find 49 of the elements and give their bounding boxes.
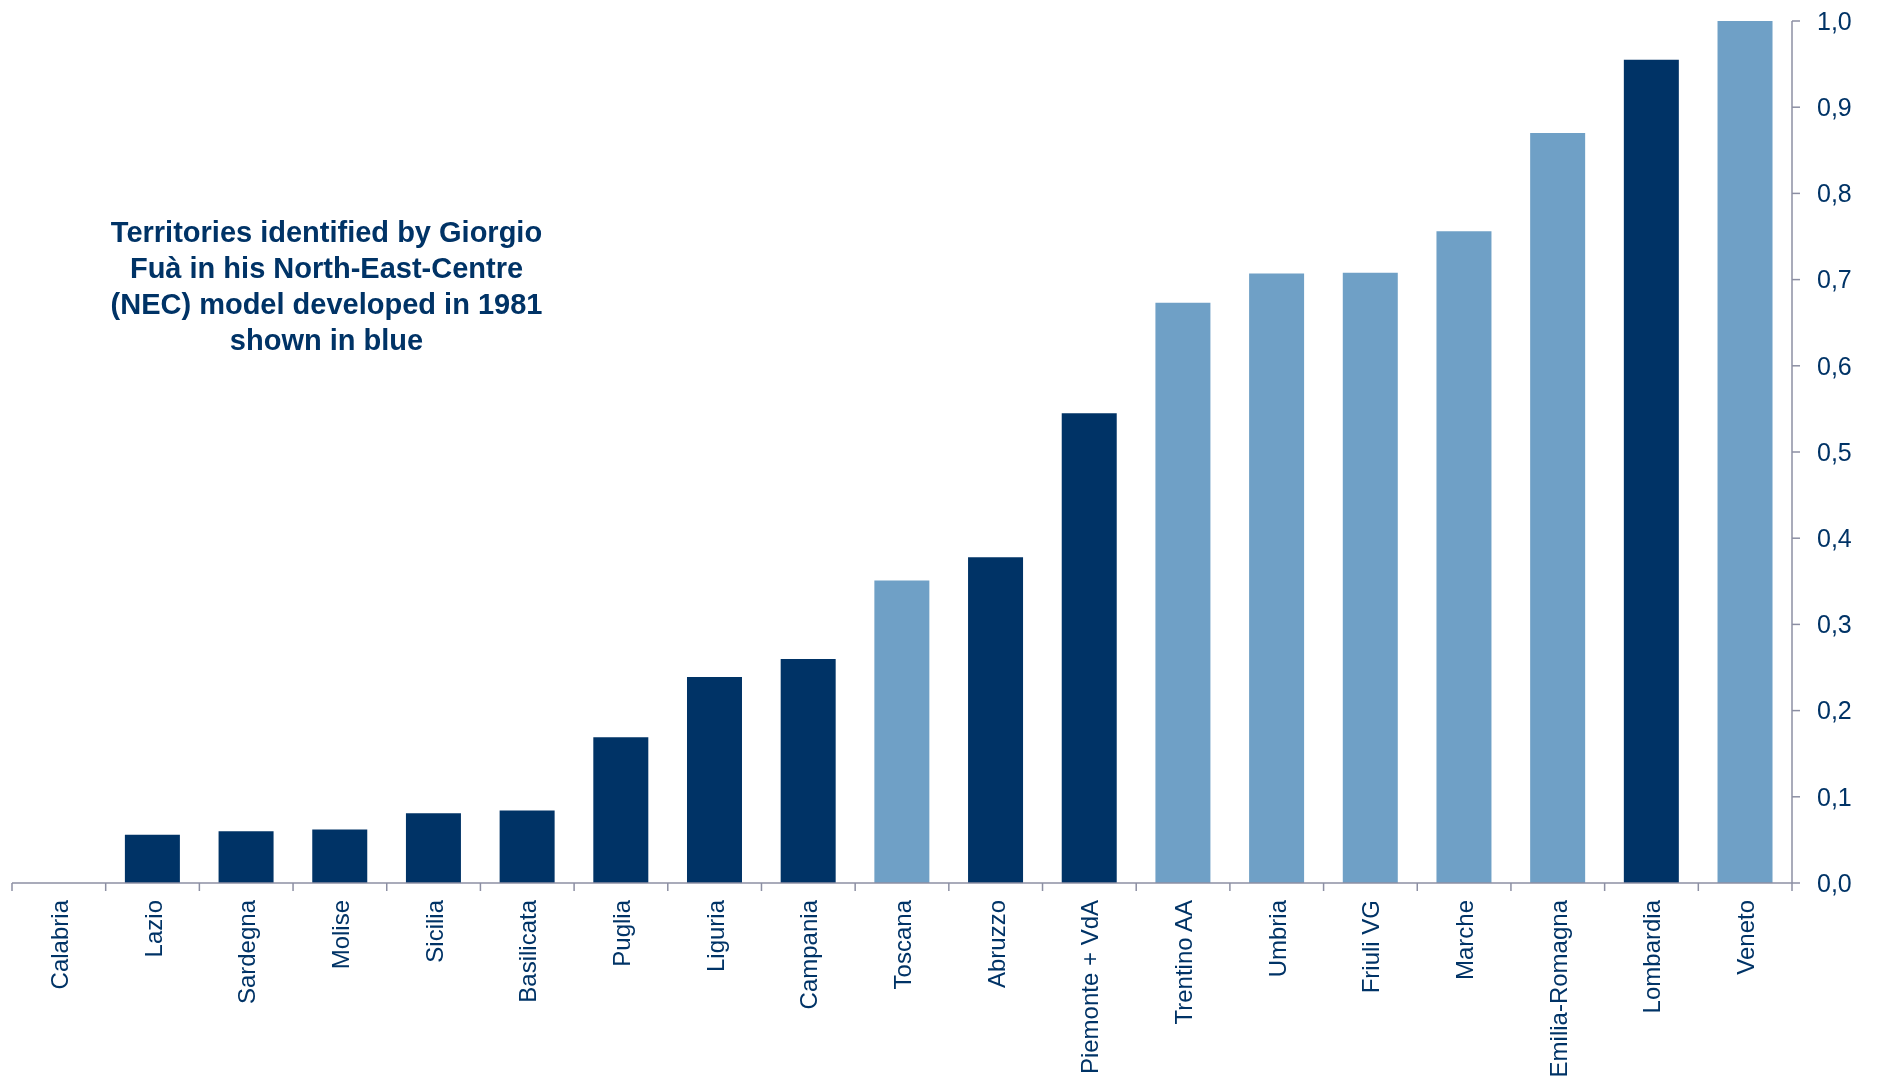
x-tick-label: Molise — [326, 900, 354, 970]
y-tick-label: 0,0 — [1817, 868, 1852, 897]
y-tick-label: 0,6 — [1817, 351, 1852, 380]
x-tick-label: Emilia-Romagna — [1544, 899, 1572, 1078]
x-tick-label: Calabria — [45, 899, 73, 990]
bar — [499, 810, 555, 883]
bar — [874, 580, 930, 883]
y-tick-label: 0,9 — [1817, 93, 1852, 122]
bar — [968, 557, 1024, 883]
y-tick-label: 1,0 — [1817, 6, 1852, 35]
y-tick-label: 0,8 — [1817, 179, 1852, 208]
bar — [1342, 272, 1398, 883]
x-tick-label: Puglia — [607, 899, 635, 967]
bar — [312, 829, 368, 883]
x-tick-label: Marche — [1450, 900, 1478, 981]
bar — [218, 831, 274, 883]
bar — [593, 737, 649, 883]
x-tick-label: Liguria — [701, 899, 729, 973]
bar — [686, 676, 742, 883]
x-tick-label: Piemonte + VdA — [1075, 900, 1103, 1075]
y-tick-label: 0,5 — [1817, 437, 1852, 466]
x-tick-label: Abruzzo — [982, 900, 1010, 989]
bar — [1249, 273, 1305, 883]
bar — [1061, 413, 1117, 883]
y-tick-label: 0,4 — [1817, 524, 1852, 553]
x-tick-label: Trentino AA — [1169, 900, 1197, 1025]
bar — [1155, 302, 1211, 883]
x-tick-label: Lombardia — [1637, 899, 1665, 1014]
x-tick-label: Veneto — [1731, 900, 1759, 975]
x-tick-label: Umbria — [1263, 899, 1291, 978]
annotation: Territories identified by Giorgio Fuà in his North-East-Centre (NEC) model developed in 1981 shown in blue — [109, 215, 544, 358]
x-tick-label: Toscana — [888, 899, 916, 990]
bar — [780, 658, 836, 883]
bar — [405, 813, 461, 883]
x-tick-label: Lazio — [139, 900, 167, 958]
y-tick-label: 0,1 — [1817, 782, 1852, 811]
y-tick-label: 0,3 — [1817, 610, 1852, 639]
bar — [1623, 59, 1679, 883]
x-tick-label: Friuli VG — [1356, 900, 1384, 994]
y-tick-label: 0,7 — [1817, 265, 1852, 294]
bar — [1530, 133, 1586, 883]
bar — [1717, 21, 1773, 883]
x-tick-label: Campania — [794, 899, 822, 1010]
y-tick-label: 0,2 — [1817, 696, 1852, 725]
x-tick-label: Sardegna — [232, 899, 260, 1005]
bar — [1436, 231, 1492, 883]
bar — [124, 834, 180, 883]
x-tick-label: Sicilia — [420, 899, 448, 963]
x-tick-label: Basilicata — [513, 899, 541, 1003]
